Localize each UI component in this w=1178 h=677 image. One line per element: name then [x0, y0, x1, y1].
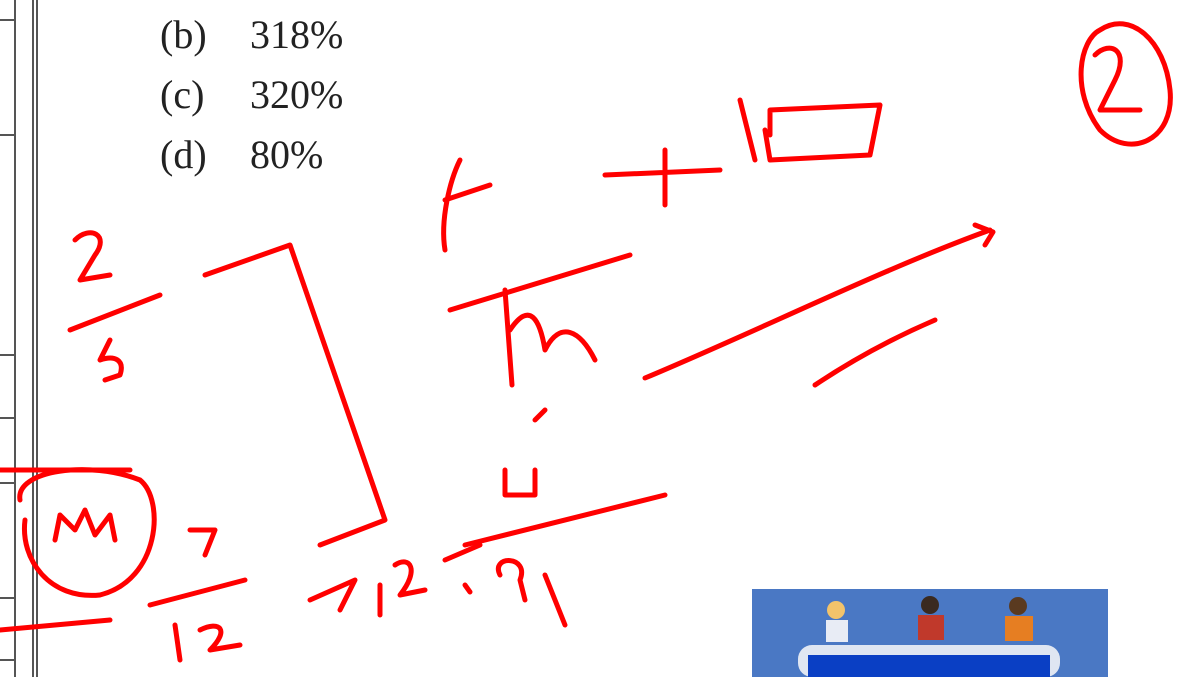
page: (b)318%(c)320%(d)80% (() => { const data… [0, 0, 1178, 677]
option-label: (d) [160, 128, 250, 182]
option: (b)318% [160, 8, 343, 68]
option-label: (c) [160, 68, 250, 122]
option: (d)80% [160, 128, 343, 188]
answer-options: (b)318%(c)320%(d)80% [160, 8, 343, 188]
option-label: (b) [160, 8, 250, 62]
option: (c)320% [160, 68, 343, 128]
illustration [752, 589, 1108, 677]
option-text: 318% [250, 8, 343, 62]
table-border [0, 0, 37, 677]
option-text: 80% [250, 128, 323, 182]
option-text: 320% [250, 68, 343, 122]
